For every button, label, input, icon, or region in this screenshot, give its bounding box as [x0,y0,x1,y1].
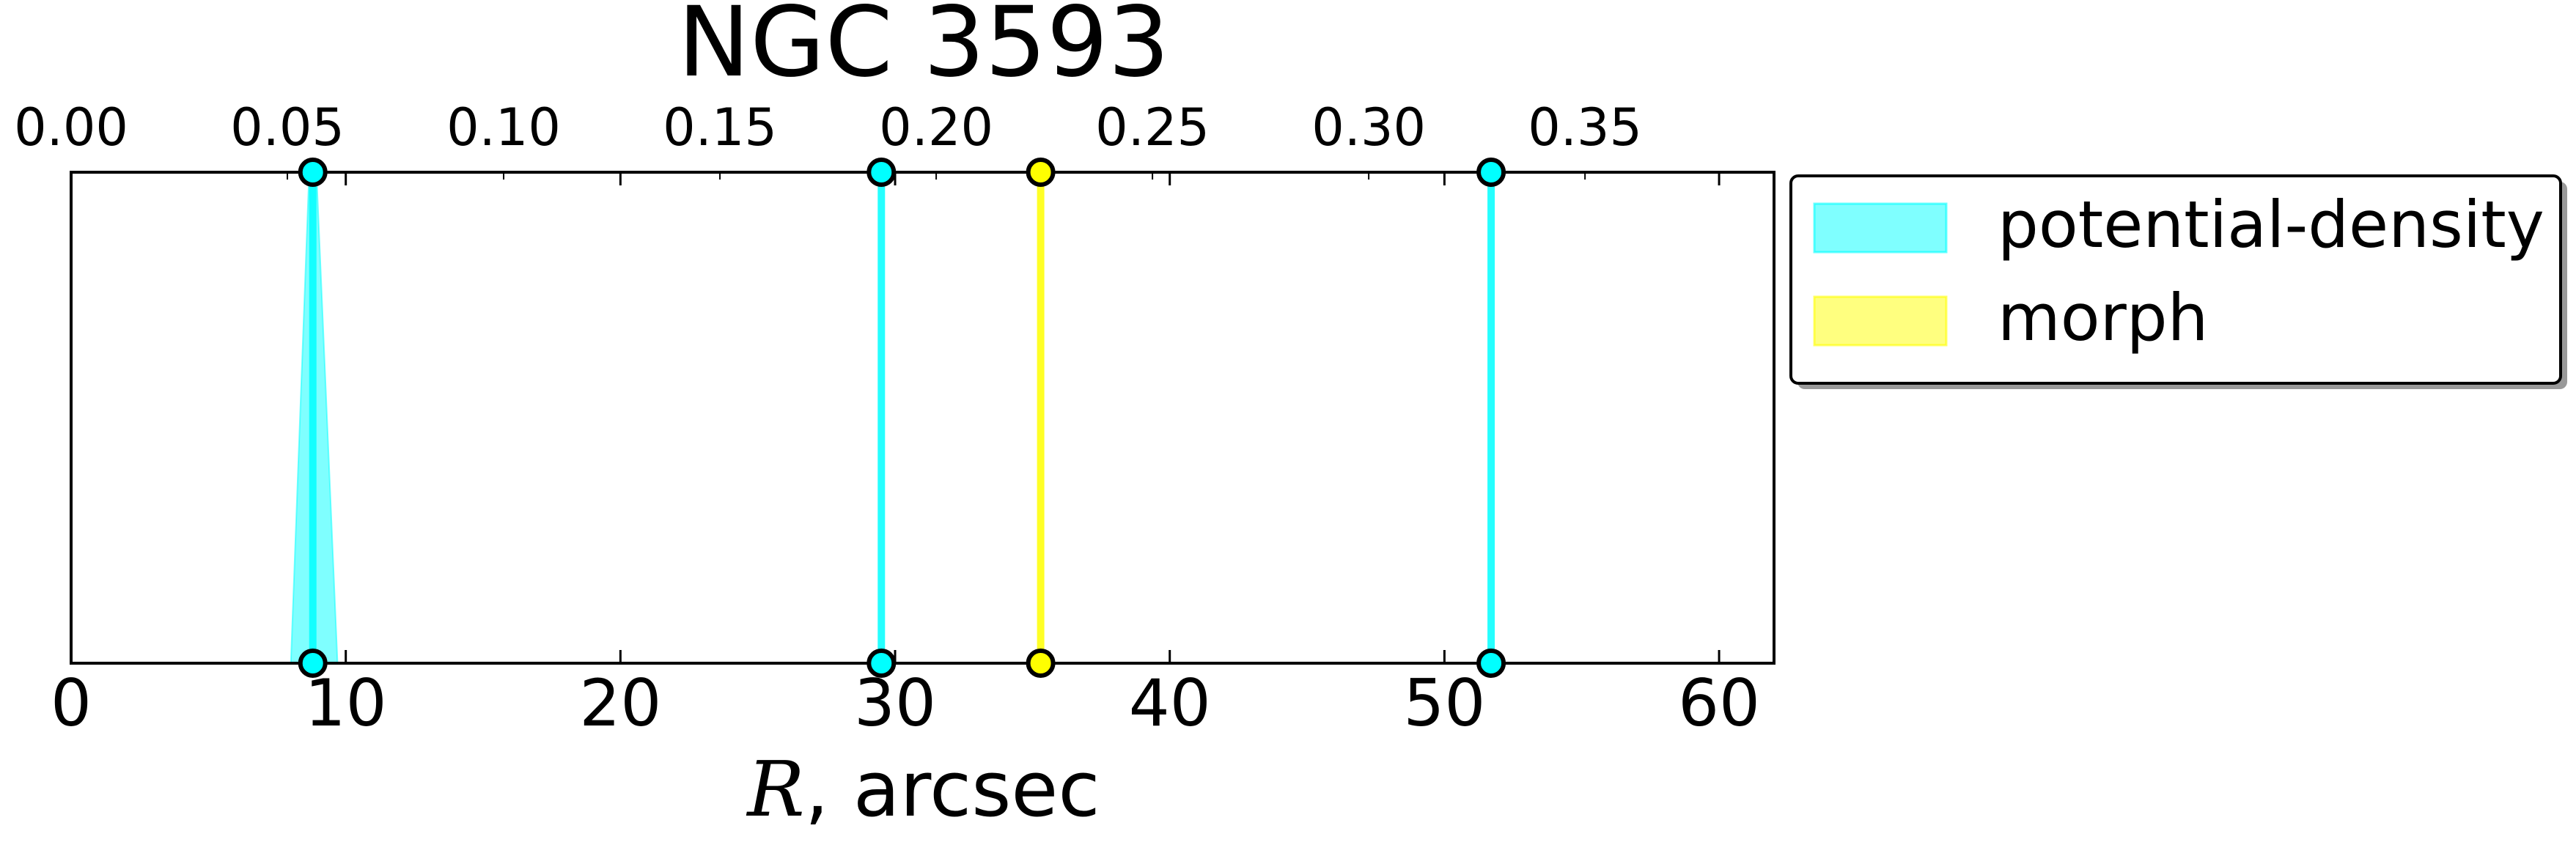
marker-potential-density-top [1476,158,1506,187]
x-axis-variable: R [746,745,804,834]
top-x-tick-label: 0.10 [446,97,561,158]
x-tick-label: 20 [579,665,661,741]
x-tick-label: 0 [51,665,92,741]
marker-potential-density-bottom [298,649,328,678]
marker-morph-top [1026,158,1056,187]
markers-layer [298,158,1506,678]
top-x-tick-label: 0.20 [879,97,993,158]
top-x-tick-label: 0.00 [14,97,128,158]
x-tick-label: 60 [1678,665,1760,741]
x-axis-label: R, arcsec [746,745,1100,834]
top-x-tick-label: 0.30 [1311,97,1426,158]
legend-frame [1789,174,2562,385]
legend: potential-density morph [1789,174,2567,389]
marker-potential-density-bottom [1476,649,1506,678]
marker-morph-bottom [1026,649,1056,678]
marker-potential-density-top [866,158,897,187]
legend-swatch-potential-density [1813,202,1948,254]
marker-potential-density-bottom [866,649,897,678]
top-x-tick-label: 0.35 [1528,97,1642,158]
plot-area [70,158,1775,678]
x-tick-label: 40 [1129,665,1211,741]
plot-frame-outline [70,171,1775,665]
x-tick-label: 50 [1403,665,1485,741]
x-tick-label: 30 [854,665,936,741]
x-axis-unit: , arcsec [805,745,1100,834]
top-x-tick-label: 0.05 [230,97,345,158]
legend-label-potential-density: potential-density [1998,187,2544,262]
top-axis: 0.00 0.05 0.10 0.15 0.20 0.25 0.30 0.35 [14,97,1642,180]
bottom-axis: 0 10 20 30 40 50 60 [51,172,1760,741]
chart-title: NGC 3593 [677,0,1169,99]
legend-label-morph: morph [1998,280,2208,355]
legend-swatch-morph [1813,295,1948,347]
marker-potential-density-top [298,158,328,187]
top-x-tick-label: 0.25 [1095,97,1210,158]
top-x-tick-label: 0.15 [663,97,777,158]
x-tick-label: 10 [305,665,387,741]
